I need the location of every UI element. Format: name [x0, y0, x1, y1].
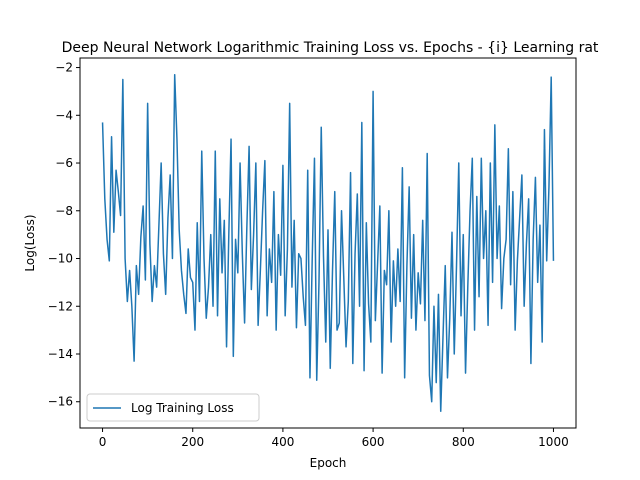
y-tick-label: −6	[55, 156, 73, 170]
x-tick-label: 200	[181, 435, 204, 449]
x-tick-label: 0	[99, 435, 107, 449]
x-tick-label: 1000	[538, 435, 569, 449]
y-tick-label: −14	[48, 347, 73, 361]
chart-title: Deep Neural Network Logarithmic Training…	[62, 40, 599, 56]
series-line-log-training-loss	[101, 73, 555, 413]
plot-frame	[79, 57, 577, 429]
legend: Log Training Loss	[86, 393, 260, 422]
y-tick-label: −10	[48, 252, 73, 266]
y-tick-label: −16	[48, 395, 73, 409]
y-tick-label: −8	[55, 204, 73, 218]
x-tick-label: 800	[452, 435, 475, 449]
legend-box	[86, 393, 260, 422]
x-tick-label: 400	[271, 435, 294, 449]
y-tick-label: −2	[55, 61, 73, 75]
x-axis-label: Epoch	[310, 456, 347, 470]
y-tick-label: −12	[48, 299, 73, 313]
x-tick-label: 600	[362, 435, 385, 449]
axis-ticks: 0 200 400 600 800 1000 −16 −14 −12 −10 −8 −6 −4 −2	[48, 61, 569, 449]
legend-label: Log Training Loss	[131, 401, 234, 415]
y-axis-label: Log(Loss)	[23, 214, 37, 271]
y-tick-label: −4	[55, 108, 73, 122]
